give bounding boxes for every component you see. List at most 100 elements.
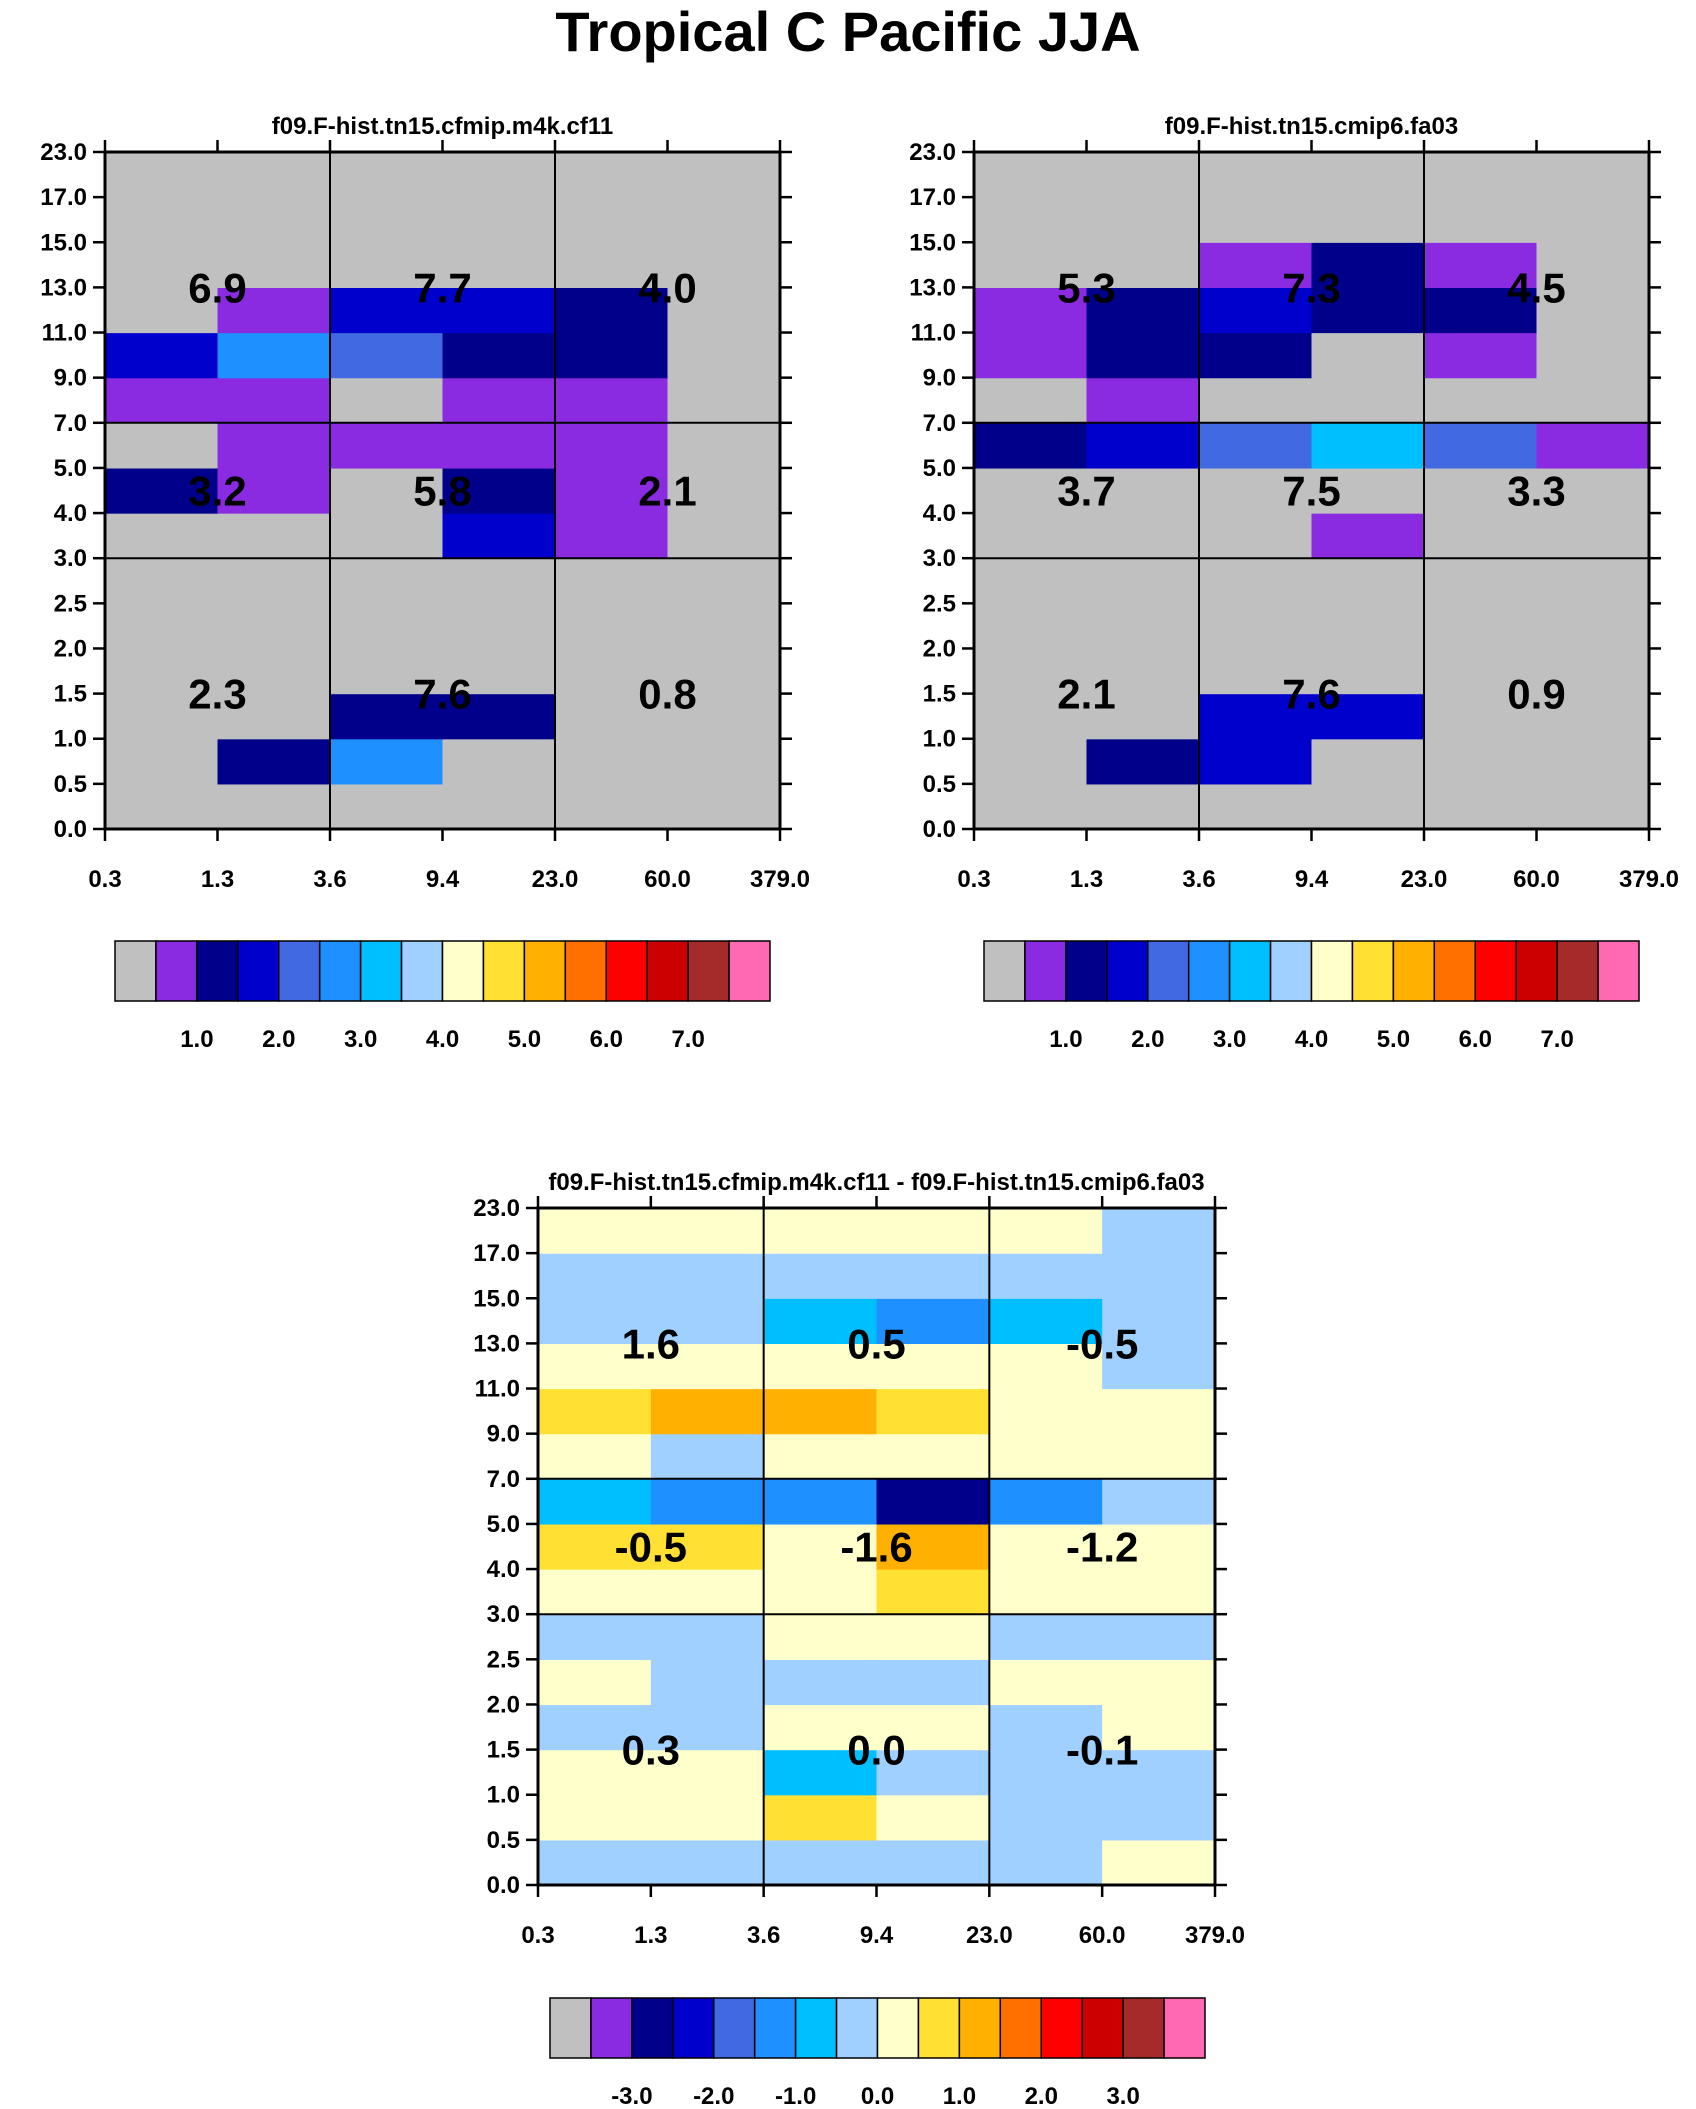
heatmap-cell [1536, 648, 1650, 695]
heatmap-cell [105, 467, 219, 514]
heatmap-cell [555, 648, 669, 695]
heatmap-cell [1311, 197, 1425, 243]
heatmap-cell [217, 287, 331, 334]
heatmap-cell [1199, 513, 1313, 559]
heatmap-cell [1536, 603, 1650, 650]
heatmap-cell [1536, 377, 1650, 424]
x-tick-label: 60.0 [1513, 866, 1560, 893]
colorbar-swatch [1147, 940, 1190, 1002]
y-tick-label: 13.0 [909, 274, 956, 301]
heatmap-cell [974, 738, 1088, 785]
heatmap-cell [217, 152, 331, 198]
panel-3: f09.F-hist.tn15.cfmip.m4k.cf11 - f09.F-h… [473, 1169, 1245, 2109]
heatmap-cell [1102, 1478, 1216, 1525]
heatmap-cell [555, 332, 669, 379]
group-value-label: 5.3 [1057, 264, 1115, 311]
group-value-label: 3.7 [1057, 468, 1115, 515]
colorbar-swatch [1310, 940, 1354, 1002]
colorbar-swatch [753, 1997, 797, 2059]
colorbar-swatch [876, 1997, 920, 2059]
heatmap-cell [650, 1659, 765, 1706]
heatmap-cell [1086, 332, 1200, 379]
heatmap-cell [1102, 1749, 1216, 1796]
heatmap-cell [330, 332, 444, 379]
group-value-label: -1.2 [1066, 1524, 1138, 1571]
heatmap-cell [1102, 1523, 1216, 1570]
colorbar-swatch [318, 940, 362, 1002]
heatmap-cell [989, 1749, 1103, 1796]
heatmap-cell [1199, 332, 1313, 379]
heatmap-cell [1086, 558, 1200, 604]
heatmap-cell [876, 1388, 990, 1435]
heatmap-cell [1536, 197, 1650, 243]
heatmap-cell [1424, 603, 1538, 650]
y-tick-label: 9.0 [923, 365, 956, 392]
y-tick-label: 7.0 [487, 1466, 520, 1493]
colorbar-swatch [1597, 940, 1640, 1002]
heatmap-cell [1086, 693, 1200, 740]
heatmap-cell [538, 1433, 652, 1480]
heatmap-cell [876, 1208, 990, 1254]
heatmap-cell [989, 1839, 1103, 1886]
heatmap-cell [105, 783, 219, 830]
heatmap-cell [217, 648, 331, 695]
heatmap-cell [1311, 603, 1425, 650]
group-value-label: 3.3 [1507, 468, 1565, 515]
group-value-label: -1.6 [840, 1524, 912, 1571]
y-tick-label: 5.0 [54, 455, 87, 482]
heatmap-cell [1199, 603, 1313, 650]
colorbar-swatch [482, 940, 526, 1002]
colorbar-tick-label: 3.0 [1213, 1026, 1246, 1053]
heatmap-cell [989, 1433, 1103, 1480]
heatmap-cell [1424, 242, 1538, 288]
heatmap-cell [1199, 693, 1313, 740]
heatmap-cell [217, 422, 331, 469]
heatmap-cell [442, 377, 556, 424]
y-tick-label: 1.5 [54, 681, 87, 708]
heatmap-cell [667, 558, 781, 604]
heatmap-cell [330, 467, 444, 514]
heatmap-cell [1536, 693, 1650, 740]
heatmap-cell [1199, 783, 1313, 830]
heatmap-cell [1102, 1253, 1216, 1299]
heatmap-cell [763, 1614, 878, 1660]
heatmap-cell [974, 467, 1088, 514]
heatmap-cell [330, 152, 444, 198]
heatmap-cell [650, 1253, 765, 1299]
y-tick-label: 3.0 [54, 545, 87, 572]
heatmap-cell [989, 1704, 1103, 1751]
colorbar-swatch [999, 1997, 1042, 2059]
y-tick-label: 15.0 [909, 229, 956, 256]
group-value-label: -0.5 [1066, 1320, 1138, 1367]
y-tick-label: 11.0 [42, 320, 87, 347]
colorbar-swatch [549, 1997, 592, 2059]
heatmap-cell [1536, 558, 1650, 604]
heatmap-cell [1311, 422, 1425, 469]
heatmap-cell [217, 467, 331, 514]
y-tick-label: 5.0 [487, 1511, 520, 1538]
heatmap-cell [763, 1253, 878, 1299]
heatmap-cell [763, 1343, 878, 1390]
heatmap-cell [1199, 197, 1313, 243]
heatmap-cell [538, 1253, 652, 1299]
heatmap-cell [442, 693, 556, 740]
colorbar-swatch [590, 1997, 633, 2059]
heatmap-cell [105, 603, 219, 650]
colorbar-tick-label: 5.0 [508, 1026, 541, 1053]
heatmap-cell [1311, 783, 1425, 830]
heatmap-cell [667, 242, 781, 288]
heatmap-cell [763, 1208, 878, 1254]
heatmap-cell [1311, 648, 1425, 695]
figure-title: Tropical C Pacific JJA [555, 0, 1141, 63]
heatmap-cell [105, 197, 219, 243]
heatmap-cell [974, 287, 1088, 334]
y-tick-label: 23.0 [473, 1195, 520, 1222]
heatmap-cell [217, 513, 331, 559]
heatmap-cell [217, 242, 331, 288]
heatmap-cell [876, 1749, 990, 1796]
colorbar-tick-label: -2.0 [693, 2083, 734, 2109]
y-tick-label: 7.0 [923, 410, 956, 437]
colorbar-swatch [605, 940, 648, 1002]
heatmap-cell [1086, 467, 1200, 514]
heatmap-cell [1102, 1704, 1216, 1751]
